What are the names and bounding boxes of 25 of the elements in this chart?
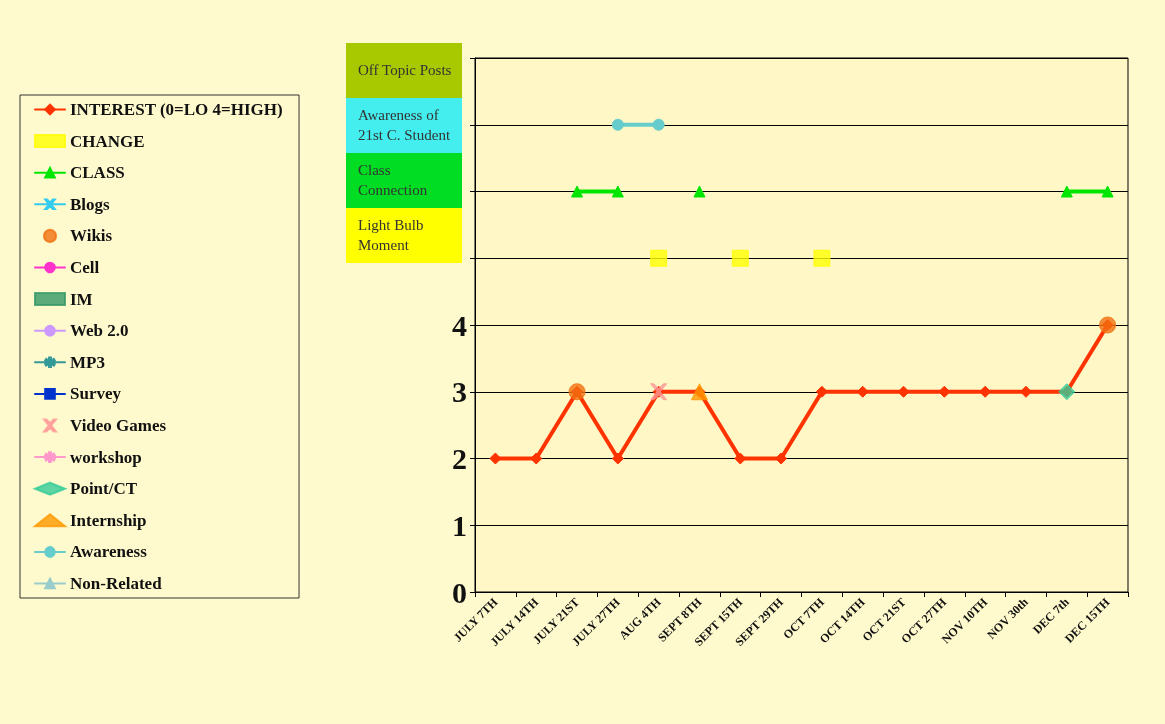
legend-label: Point/CT (70, 479, 138, 499)
legend-label: CHANGE (70, 131, 145, 151)
legend-label: Survey (70, 384, 122, 404)
y-tick-label: 2 (452, 442, 467, 475)
y-tick-label: 1 (452, 508, 467, 542)
legend-label: Awareness (70, 542, 148, 562)
legend-label: INTEREST (0=LO 4=HIGH) (70, 100, 283, 119)
legend-label: Web 2.0 (70, 321, 129, 341)
text: Class Connection (358, 162, 428, 198)
text: Off Topic Posts (358, 62, 452, 78)
y-tick-label: 3 (452, 375, 467, 409)
legend-label: Internship (70, 510, 147, 530)
y-tick-label: 4 (452, 308, 467, 342)
text: Awareness of 21st C. Student (358, 107, 451, 143)
legend-label: MP3 (70, 352, 105, 372)
legend-label: Cell (70, 258, 100, 277)
legend-label: workshop (70, 447, 142, 467)
legend-label: Video Games (70, 416, 167, 435)
legend-label: Wikis (70, 226, 113, 246)
text: Light Bulb Moment (358, 217, 428, 253)
legend-label: IM (70, 289, 93, 309)
legend-label: Blogs (70, 194, 111, 214)
legend-label: CLASS (70, 163, 125, 183)
y-tick-label: 0 (452, 575, 467, 609)
legend-label: Non-Related (70, 574, 163, 593)
